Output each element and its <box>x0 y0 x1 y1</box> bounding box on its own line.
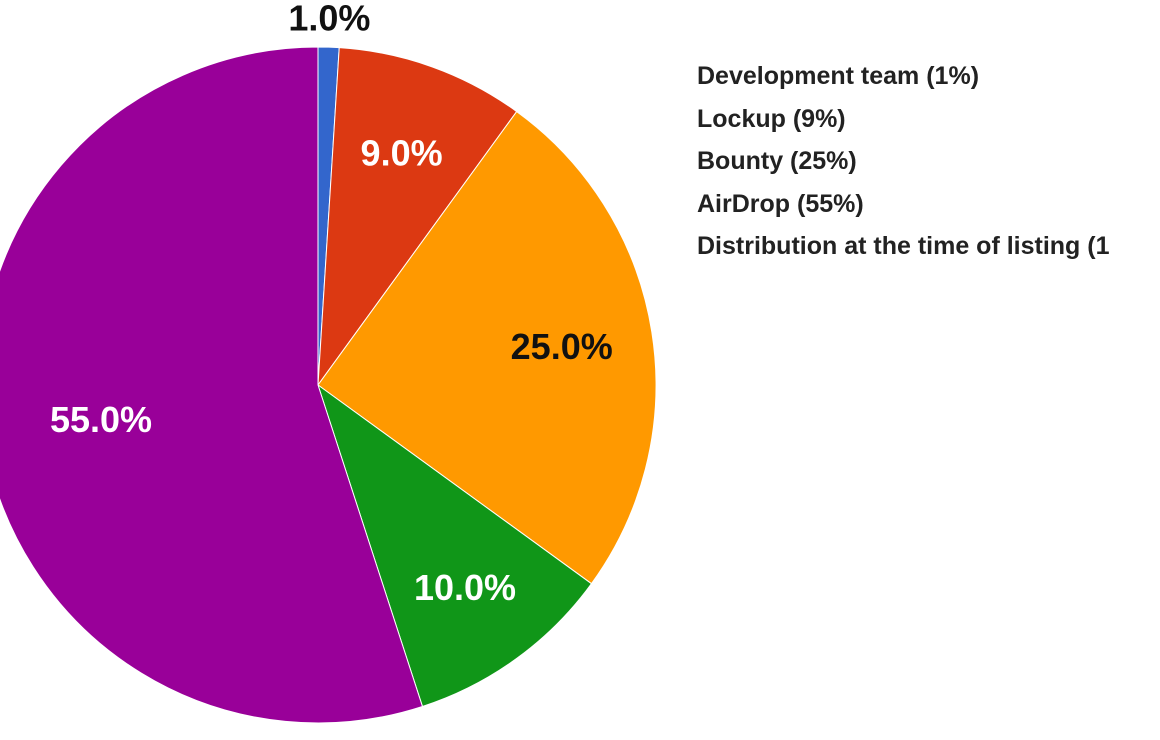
slice-label: 25.0% <box>511 326 613 367</box>
slice-label: 9.0% <box>361 132 443 173</box>
pie-slice-distribution-at-the-time-of-listing-1 <box>317 383 593 708</box>
pie-slice-lockup-9 <box>317 47 518 387</box>
legend-entry-airdrop: AirDrop (55%) <box>697 190 864 218</box>
slice-label: 55.0% <box>50 399 152 440</box>
slice-label: 1.0% <box>288 0 370 39</box>
pie-slice-airdrop-55 <box>0 46 424 724</box>
slice-label: 10.0% <box>414 567 516 608</box>
pie-slice-bounty-25 <box>317 110 657 585</box>
legend-entry-lockup: Lockup (9%) <box>697 105 846 133</box>
pie-slices <box>0 46 657 724</box>
legend-entry-distribution: Distribution at the time of listing (1 <box>697 232 1110 260</box>
legend-entry-bounty: Bounty (25%) <box>697 147 857 175</box>
legend-entry-development-team: Development team (1%) <box>697 62 979 90</box>
pie-slice-labels: 1.0% 9.0% 25.0% 10.0% 55.0% <box>50 0 613 608</box>
legend: Development team (1%) Lockup (9%) Bounty… <box>697 62 1110 260</box>
